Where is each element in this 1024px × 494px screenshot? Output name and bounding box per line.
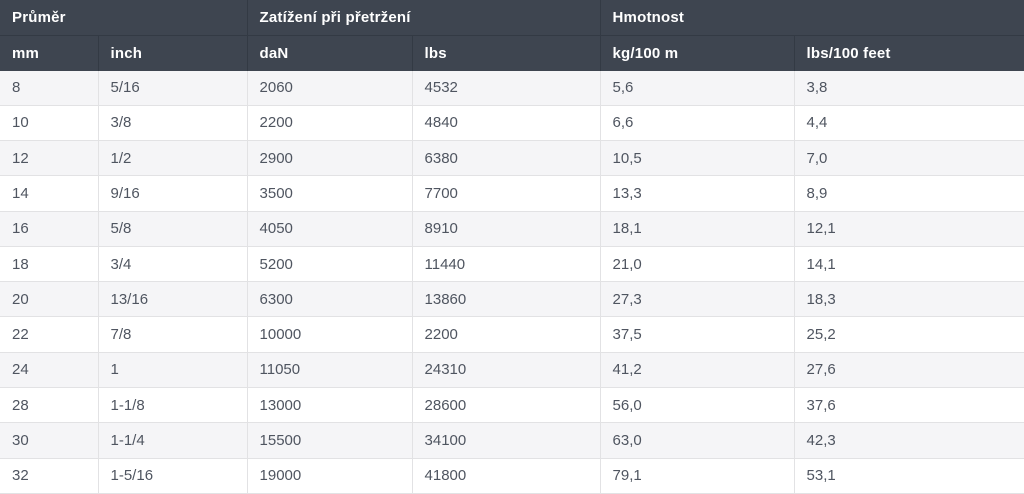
table-cell: 79,1 xyxy=(600,458,795,494)
table-cell: 11050 xyxy=(247,352,413,389)
header-col-inch: inch xyxy=(98,35,248,71)
table-cell: 19000 xyxy=(247,458,413,494)
table-cell: 12,1 xyxy=(794,211,1024,247)
table-cell: 2200 xyxy=(412,316,601,353)
table-cell: 1 xyxy=(98,352,248,389)
table-cell: 21,0 xyxy=(600,246,795,283)
table-cell: 3,8 xyxy=(794,71,1024,106)
table-row: 32 1-5/16 19000 41800 79,1 53,1 xyxy=(0,458,1024,494)
table-cell: 1-1/8 xyxy=(98,387,248,424)
table-cell: 18,3 xyxy=(794,281,1024,318)
table-cell: 5,6 xyxy=(600,71,795,106)
table-cell: 53,1 xyxy=(794,458,1024,494)
table-cell: 5/8 xyxy=(98,211,248,247)
table-cell: 8,9 xyxy=(794,175,1024,212)
table-cell: 27,6 xyxy=(794,352,1024,389)
table-cell: 1-5/16 xyxy=(98,458,248,494)
table-cell: 18 xyxy=(0,246,99,283)
table-cell: 41,2 xyxy=(600,352,795,389)
table-body: 8 5/16 2060 4532 5,6 3,8 10 3/8 2200 4840 6,6 4,4 12… xyxy=(0,71,1024,494)
table-cell: 25,2 xyxy=(794,316,1024,353)
table-cell: 63,0 xyxy=(600,422,795,459)
table-cell: 24 xyxy=(0,352,99,389)
table-cell: 2060 xyxy=(247,71,413,106)
table-cell: 7,0 xyxy=(794,140,1024,177)
table-cell: 30 xyxy=(0,422,99,459)
table-cell: 13860 xyxy=(412,281,601,318)
table-cell: 4050 xyxy=(247,211,413,247)
header-group-breaking-load: Zatížení při přetržení xyxy=(247,0,601,36)
table-cell: 1/2 xyxy=(98,140,248,177)
table-cell: 3500 xyxy=(247,175,413,212)
table-row: 10 3/8 2200 4840 6,6 4,4 xyxy=(0,105,1024,142)
table-cell: 4532 xyxy=(412,71,601,106)
table-cell: 5200 xyxy=(247,246,413,283)
table-cell: 28 xyxy=(0,387,99,424)
table-cell: 16 xyxy=(0,211,99,247)
table-row: 16 5/8 4050 8910 18,1 12,1 xyxy=(0,211,1024,247)
table-cell: 3/4 xyxy=(98,246,248,283)
table-cell: 8 xyxy=(0,71,99,106)
table-cell: 6300 xyxy=(247,281,413,318)
header-group-diameter: Průměr xyxy=(0,0,248,36)
table-cell: 6,6 xyxy=(600,105,795,142)
table-cell: 15500 xyxy=(247,422,413,459)
table-row: 22 7/8 10000 2200 37,5 25,2 xyxy=(0,316,1024,353)
table-cell: 12 xyxy=(0,140,99,177)
header-units-row: mm inch daN lbs kg/100 m lbs/100 feet xyxy=(0,35,1024,71)
table-cell: 11440 xyxy=(412,246,601,283)
table-header: Průměr Zatížení při přetržení Hmotnost m… xyxy=(0,0,1024,71)
table-cell: 6380 xyxy=(412,140,601,177)
table-cell: 8910 xyxy=(412,211,601,247)
table-cell: 24310 xyxy=(412,352,601,389)
table-cell: 13/16 xyxy=(98,281,248,318)
table-cell: 7/8 xyxy=(98,316,248,353)
table-row: 14 9/16 3500 7700 13,3 8,9 xyxy=(0,175,1024,212)
table-cell: 27,3 xyxy=(600,281,795,318)
table-row: 20 13/16 6300 13860 27,3 18,3 xyxy=(0,281,1024,318)
table-cell: 10 xyxy=(0,105,99,142)
header-col-kg-per-100m: kg/100 m xyxy=(600,35,795,71)
table-cell: 56,0 xyxy=(600,387,795,424)
table-cell: 1-1/4 xyxy=(98,422,248,459)
table-cell: 41800 xyxy=(412,458,601,494)
table-row: 18 3/4 5200 11440 21,0 14,1 xyxy=(0,246,1024,283)
table-cell: 4840 xyxy=(412,105,601,142)
table-cell: 10000 xyxy=(247,316,413,353)
table-cell: 14 xyxy=(0,175,99,212)
table-cell: 20 xyxy=(0,281,99,318)
table-cell: 32 xyxy=(0,458,99,494)
table-cell: 10,5 xyxy=(600,140,795,177)
table-cell: 2200 xyxy=(247,105,413,142)
table-cell: 4,4 xyxy=(794,105,1024,142)
header-col-mm: mm xyxy=(0,35,99,71)
table-row: 8 5/16 2060 4532 5,6 3,8 xyxy=(0,71,1024,106)
table-row: 30 1-1/4 15500 34100 63,0 42,3 xyxy=(0,422,1024,459)
table-row: 24 1 11050 24310 41,2 27,6 xyxy=(0,352,1024,389)
table-cell: 37,6 xyxy=(794,387,1024,424)
table-cell: 28600 xyxy=(412,387,601,424)
table-cell: 34100 xyxy=(412,422,601,459)
header-group-row: Průměr Zatížení při přetržení Hmotnost xyxy=(0,0,1024,36)
table-cell: 18,1 xyxy=(600,211,795,247)
table-cell: 42,3 xyxy=(794,422,1024,459)
table-cell: 3/8 xyxy=(98,105,248,142)
table-cell: 14,1 xyxy=(794,246,1024,283)
table-cell: 37,5 xyxy=(600,316,795,353)
table-cell: 22 xyxy=(0,316,99,353)
header-col-lbs: lbs xyxy=(412,35,601,71)
table-cell: 13000 xyxy=(247,387,413,424)
header-col-dan: daN xyxy=(247,35,413,71)
table-cell: 7700 xyxy=(412,175,601,212)
table-cell: 9/16 xyxy=(98,175,248,212)
header-col-lbs-per-100feet: lbs/100 feet xyxy=(794,35,1024,71)
table-cell: 5/16 xyxy=(98,71,248,106)
table-cell: 13,3 xyxy=(600,175,795,212)
table-cell: 2900 xyxy=(247,140,413,177)
table-row: 28 1-1/8 13000 28600 56,0 37,6 xyxy=(0,387,1024,424)
table-row: 12 1/2 2900 6380 10,5 7,0 xyxy=(0,140,1024,177)
header-group-weight: Hmotnost xyxy=(600,0,1024,36)
